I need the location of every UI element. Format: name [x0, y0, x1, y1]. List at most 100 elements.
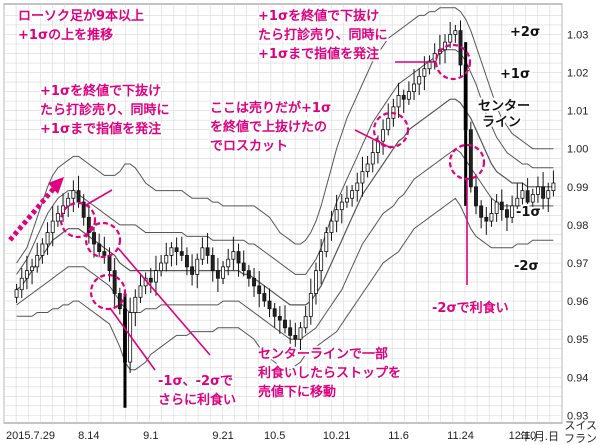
candle — [530, 188, 535, 208]
bollinger-band-lower1 — [16, 148, 554, 340]
candle-body — [350, 190, 355, 199]
candle — [381, 119, 386, 155]
candle-body — [107, 254, 112, 272]
candle-body — [427, 60, 432, 70]
y-tick-label: 0.93 — [567, 410, 588, 422]
candle — [159, 255, 164, 277]
candle — [30, 258, 35, 285]
candle — [474, 174, 478, 215]
candle-body — [453, 30, 458, 35]
candle-body — [92, 232, 96, 245]
candle — [386, 103, 391, 136]
candle — [546, 182, 551, 212]
candle — [45, 222, 50, 256]
candle — [535, 176, 540, 203]
candle-body — [530, 194, 535, 203]
candle — [298, 322, 303, 353]
band-label-center: センター — [478, 99, 530, 114]
candle-body — [535, 186, 540, 195]
candle-body — [148, 277, 153, 283]
candle — [154, 255, 158, 296]
candle-body — [86, 216, 91, 233]
candle-body — [505, 209, 509, 218]
candle-body — [252, 277, 256, 287]
candle-body — [169, 247, 174, 256]
candle-body — [138, 285, 143, 298]
candle — [319, 239, 324, 285]
candle — [303, 306, 308, 334]
candle — [479, 200, 484, 229]
highlight-circle — [434, 43, 472, 81]
candle — [365, 155, 370, 178]
candle — [190, 254, 195, 286]
candle — [283, 305, 287, 334]
y-tick-label: 1.03 — [567, 29, 588, 41]
candle-body — [35, 254, 40, 268]
candle — [412, 69, 416, 100]
candle-body — [195, 258, 200, 275]
connector-line — [117, 247, 211, 356]
candle-body — [406, 91, 411, 100]
bollinger-band-lower2 — [16, 197, 554, 371]
candle-body — [474, 186, 478, 207]
candle-body — [412, 83, 416, 93]
x-tick-label: 10.21 — [323, 430, 351, 442]
candle — [277, 306, 282, 334]
x-tick-label: 10.5 — [264, 430, 285, 442]
annotation-a6: -1σ、-2σでさらに利食い — [158, 374, 236, 408]
candle — [525, 178, 530, 216]
candle — [350, 184, 355, 207]
candle — [329, 210, 334, 241]
candle — [293, 322, 298, 351]
candle-body — [370, 152, 375, 165]
candle — [427, 55, 432, 75]
x-tick-label: 9.1 — [143, 430, 158, 442]
candle-body — [293, 334, 298, 340]
candle — [494, 194, 499, 222]
candle — [262, 285, 267, 307]
candle — [35, 242, 40, 273]
candle-body — [210, 254, 215, 272]
candle — [92, 226, 96, 258]
candle-body — [344, 197, 349, 203]
candle — [112, 258, 117, 308]
candle — [541, 171, 546, 210]
candle-body — [117, 293, 122, 310]
candle-body — [525, 190, 530, 203]
candle — [50, 206, 55, 247]
annotation-a2: +1σを終値で下抜けたら打診売り、同時に+1σまで指値を発注 — [40, 83, 169, 137]
candle — [246, 264, 251, 287]
candle — [236, 243, 241, 277]
candle-body — [484, 216, 489, 222]
candle — [200, 237, 205, 265]
candle-body — [205, 247, 210, 256]
candle-body — [494, 201, 499, 214]
x-tick-label: 11.6 — [388, 430, 409, 442]
candle — [40, 238, 45, 264]
candle-body — [386, 117, 391, 131]
candle — [241, 250, 246, 277]
candle — [226, 248, 231, 276]
trend-arrow-head — [48, 177, 64, 194]
candle — [515, 183, 520, 215]
candle-body — [221, 266, 226, 279]
candle — [221, 261, 226, 284]
candle — [324, 226, 329, 258]
candle-body — [298, 327, 303, 340]
bollinger-band-upper2 — [16, 7, 554, 264]
candle-body — [76, 190, 81, 203]
candle-body — [50, 220, 55, 233]
candle-body — [97, 243, 102, 252]
y-tick-label: 1.01 — [567, 106, 588, 118]
candle-body — [66, 197, 71, 207]
candle-body — [267, 300, 272, 310]
candle — [499, 189, 504, 221]
candle-body — [551, 182, 556, 192]
candle — [396, 82, 401, 118]
candle — [406, 81, 411, 105]
candle — [468, 121, 473, 193]
candle — [448, 21, 453, 48]
candle-body — [24, 270, 29, 279]
candle-body — [184, 254, 189, 268]
y-tick-label: 0.97 — [567, 258, 588, 270]
